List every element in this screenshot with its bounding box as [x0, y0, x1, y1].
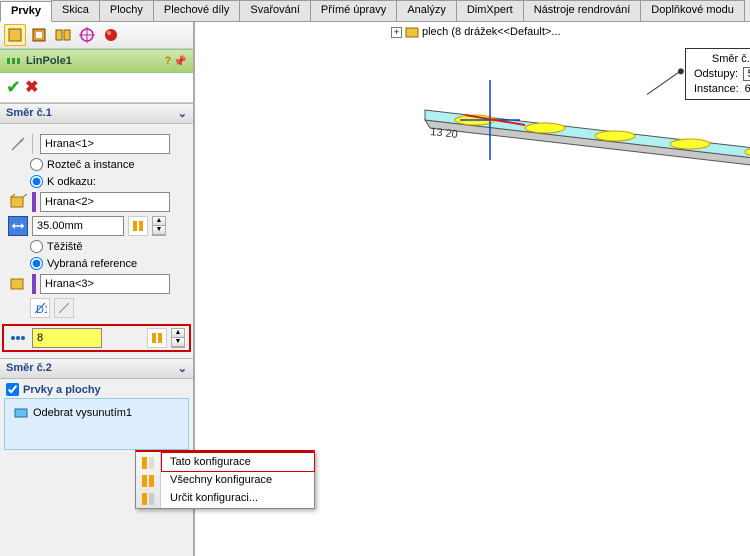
features-list[interactable]: Odebrat vysunutím1	[4, 398, 189, 450]
fm-tab-config[interactable]	[52, 24, 74, 46]
expand-icon[interactable]: ⌄	[178, 362, 187, 375]
instances-icon	[8, 328, 28, 348]
collapse-icon[interactable]: ⌄	[178, 107, 187, 120]
manager-tabs	[0, 22, 193, 49]
dir1-title: Směr č.1	[6, 107, 52, 120]
fm-tab-render[interactable]	[100, 24, 122, 46]
distance-input[interactable]	[32, 216, 124, 236]
cancel-button[interactable]: ✖	[25, 77, 38, 98]
instances-input[interactable]	[32, 328, 102, 348]
callout-title: Směr č.&1	[692, 53, 750, 65]
distance-spinner[interactable]: ▲▼	[152, 216, 166, 236]
tab-prime[interactable]: Přímé úpravy	[310, 0, 397, 21]
config-link-icon[interactable]	[128, 216, 148, 236]
radio-centroid[interactable]: Těžiště	[30, 240, 185, 253]
features-panel-header[interactable]: Prvky a plochy	[0, 379, 193, 398]
dir1-seed-input[interactable]	[40, 274, 170, 294]
dim-btn-2[interactable]	[54, 298, 74, 318]
tree-expand[interactable]: +	[391, 27, 402, 38]
radio-spacing[interactable]: Rozteč a instance	[30, 158, 185, 171]
tab-analyzy[interactable]: Analýzy	[396, 0, 457, 21]
tab-dimxpert[interactable]: DimXpert	[456, 0, 524, 21]
dir2-title: Směr č.2	[6, 362, 52, 375]
feature-header: LinPole1 ? 📌	[0, 49, 193, 73]
pin-icon[interactable]: 📌	[173, 55, 187, 68]
dir1-edge-input[interactable]	[40, 134, 170, 154]
svg-text:13 20: 13 20	[430, 126, 459, 141]
feature-item[interactable]: Odebrat vysunutím1	[33, 407, 132, 419]
part-icon	[404, 24, 420, 40]
ctx-all-configs[interactable]: Všechny konfigurace	[162, 471, 314, 489]
radio-reference[interactable]: K odkazu:	[30, 175, 185, 188]
radio-selected-ref[interactable]: Vybraná reference	[30, 257, 185, 270]
fm-tab-dimxpert[interactable]	[76, 24, 98, 46]
tab-prvky[interactable]: Prvky	[0, 1, 52, 22]
pattern-callout[interactable]: Směr č.&1 Odstupy:50mm Instance:6	[685, 48, 750, 100]
ref-cube2-icon	[8, 274, 28, 294]
dir2-header[interactable]: Směr č.2 ⌄	[0, 358, 193, 379]
tab-addins[interactable]: Doplňkové modu	[640, 0, 745, 21]
callout-spacing[interactable]: 50mm	[743, 67, 750, 81]
ref-cube-icon	[8, 192, 28, 212]
command-tabbar: Prvky Skica Plochy Plechové díly Svařová…	[0, 0, 750, 22]
distance-icon[interactable]	[8, 216, 28, 236]
instances-config-icon[interactable]	[147, 328, 167, 348]
fm-tab-property[interactable]	[28, 24, 50, 46]
ctx-specify-config[interactable]: Určit konfiguraci...	[162, 489, 314, 507]
dir1-header[interactable]: Směr č.1 ⌄	[0, 103, 193, 124]
help-icon[interactable]: ?	[165, 55, 172, 68]
tab-plochy[interactable]: Plochy	[99, 0, 154, 21]
svg-text:D1: D1	[36, 304, 47, 315]
dim-btn-1[interactable]: D1	[30, 298, 50, 318]
tab-plechove[interactable]: Plechové díly	[153, 0, 240, 21]
tab-svarovani[interactable]: Svařování	[239, 0, 311, 21]
feature-name: LinPole1	[26, 55, 72, 67]
features-check[interactable]	[6, 383, 19, 396]
accept-button[interactable]: ✔	[6, 77, 21, 98]
cut-extrude-icon	[13, 405, 29, 421]
dir1-body: Rozteč a instance K odkazu: ▲▼ Těžiště V…	[0, 124, 193, 358]
flyout-tree[interactable]: + plech (8 drážek<<Default>...	[391, 24, 561, 40]
fm-tab-feature[interactable]	[4, 24, 26, 46]
ctx-this-config[interactable]: Tato konfigurace	[161, 452, 315, 472]
direction-icon[interactable]	[8, 134, 28, 154]
linpattern-icon	[6, 53, 22, 69]
callout-instances[interactable]: 6	[743, 83, 750, 95]
tab-render[interactable]: Nástroje rendrování	[523, 0, 642, 21]
this-config-icon	[140, 455, 156, 471]
config-context-menu: Tato konfigurace Všechny konfigurace Urč…	[135, 450, 315, 509]
tab-skica[interactable]: Skica	[51, 0, 100, 21]
tree-root-label[interactable]: plech (8 drážek<<Default>...	[422, 26, 561, 38]
all-configs-icon	[140, 473, 156, 489]
specify-config-icon	[140, 491, 156, 507]
dir1-ref-input[interactable]	[40, 192, 170, 212]
instances-spinner[interactable]: ▲▼	[171, 328, 185, 348]
